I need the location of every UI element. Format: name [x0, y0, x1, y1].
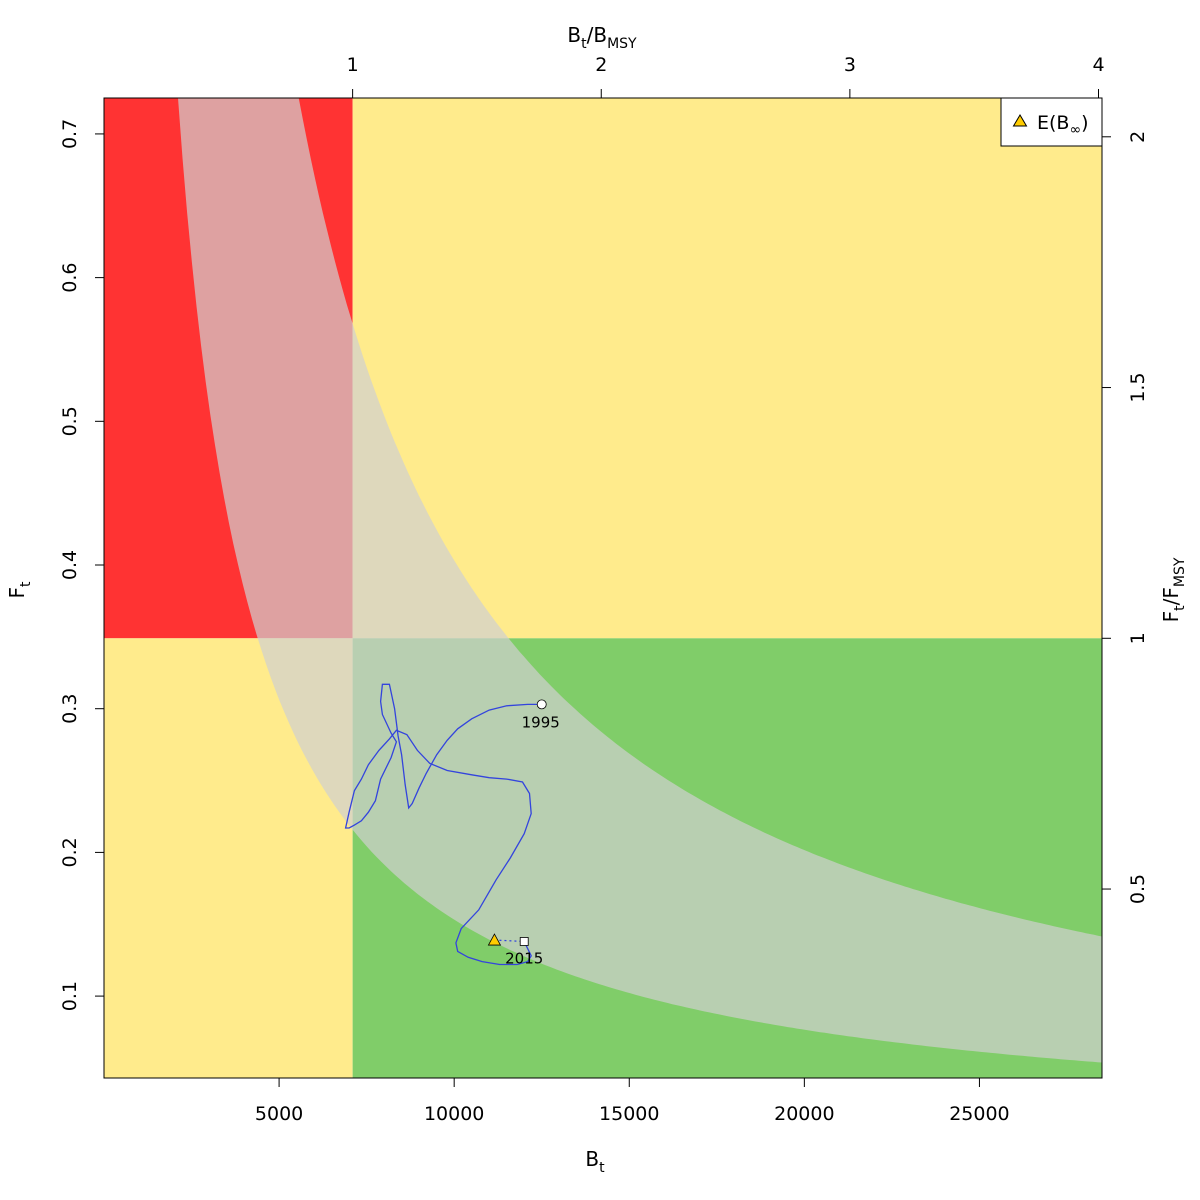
y-axis-title: Ft: [5, 581, 34, 599]
y2-tick-label: 0.5: [1127, 874, 1149, 904]
y-tick-label: 0.3: [59, 694, 81, 724]
zone-overfishing: [352, 98, 1102, 639]
x-axis-top: 1 2 3 4: [347, 54, 1105, 98]
x-axis-title: Bt: [585, 1147, 605, 1176]
x-title-main: B: [585, 1147, 599, 1171]
x2-tick-label: 4: [1092, 54, 1104, 76]
x-title-sub: t: [599, 1160, 605, 1176]
x-tick-label: 10000: [424, 1103, 484, 1125]
y-tick-label: 0.6: [59, 263, 81, 293]
y2-axis-title: Ft/FMSY: [1159, 557, 1188, 622]
legend-label-close: ): [1081, 112, 1088, 134]
x-tick-label: 20000: [774, 1103, 834, 1125]
x-tick-label: 25000: [949, 1103, 1009, 1125]
x2-tick-label: 2: [595, 54, 607, 76]
start-year-label: 1995: [522, 713, 560, 731]
y2-title-sub1: t: [1172, 605, 1188, 611]
y-title-main: F: [5, 587, 29, 599]
x-tick-label: 15000: [599, 1103, 659, 1125]
legend-label-sub: ∞: [1069, 122, 1081, 138]
x-tick-label: 5000: [255, 1103, 303, 1125]
legend-triangle-icon: [1012, 114, 1028, 127]
legend-label-main: E(B: [1037, 112, 1069, 134]
msy-confidence-band: [178, 98, 1102, 1063]
x2-tick-label: 1: [347, 54, 359, 76]
y2-title-main: F: [1159, 611, 1183, 623]
start-point: [536, 699, 547, 710]
y-axis-left: 0.1 0.2 0.3 0.4 0.5 0.6 0.7: [59, 119, 104, 1011]
biomass-fishing-trajectory: 1995 2015: [344, 683, 560, 967]
y-tick-label: 0.4: [59, 550, 81, 580]
trajectory-line: [344, 683, 542, 966]
x2-title-sub1: t: [581, 36, 587, 52]
x2-title-mid: /B: [587, 23, 607, 47]
y2-tick-label: 1: [1127, 632, 1149, 644]
y-tick-label: 0.5: [59, 406, 81, 436]
legend: E(B∞): [1000, 97, 1103, 147]
legend-label: E(B∞): [1037, 112, 1089, 138]
y-tick-label: 0.1: [59, 981, 81, 1011]
y-tick-label: 0.2: [59, 837, 81, 867]
y2-tick-label: 2: [1127, 131, 1149, 143]
end-year-label: 2015: [505, 949, 543, 967]
x2-title-sub2: MSY: [607, 36, 637, 52]
y2-tick-label: 1.5: [1127, 372, 1149, 402]
y-axis-right: 0.5 1 1.5 2: [1102, 131, 1149, 904]
end-point: [519, 937, 529, 946]
x2-axis-title: Bt/BMSY: [567, 23, 637, 52]
y-title-sub: t: [18, 581, 34, 587]
y-tick-label: 0.7: [59, 119, 81, 149]
y2-title-sub2: MSY: [1172, 557, 1188, 587]
e-binf-point: [487, 933, 502, 946]
msy-band: [178, 98, 1102, 1063]
plot-frame: [103, 97, 1103, 1079]
x2-tick-label: 3: [844, 54, 856, 76]
x2-title-main: B: [567, 23, 581, 47]
x-axis-bottom: 5000 10000 15000 20000 25000: [255, 1078, 1010, 1125]
y2-title-mid: /F: [1159, 587, 1183, 605]
